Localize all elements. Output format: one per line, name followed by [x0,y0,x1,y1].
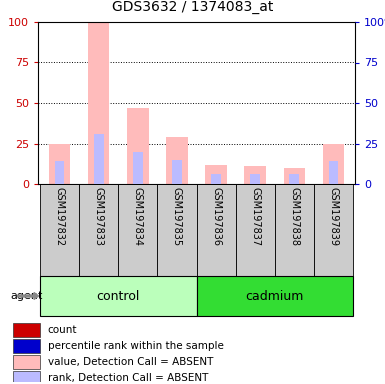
Bar [118,184,157,276]
Bar [88,22,109,184]
Bar [275,184,314,276]
Text: value, Detection Call = ABSENT: value, Detection Call = ABSENT [48,357,213,367]
Text: cadmium: cadmium [246,290,304,303]
Bar [290,174,299,184]
Bar [172,160,182,184]
Bar [40,276,196,316]
Text: GSM197836: GSM197836 [211,187,221,246]
Text: percentile rank within the sample: percentile rank within the sample [48,341,224,351]
Bar [196,184,236,276]
Text: count: count [48,325,77,335]
Bar [329,161,338,184]
Bar [211,174,221,184]
Bar [166,137,188,184]
Text: control: control [97,290,140,303]
Bar [55,161,64,184]
Bar [133,152,142,184]
Bar [157,184,196,276]
Bar [236,184,275,276]
Bar [94,134,104,184]
Bar [79,184,118,276]
Bar [13,355,40,369]
Text: rank, Detection Call = ABSENT: rank, Detection Call = ABSENT [48,372,208,382]
Text: GDS3632 / 1374083_at: GDS3632 / 1374083_at [112,0,273,14]
Text: GSM197837: GSM197837 [250,187,260,246]
Text: GSM197833: GSM197833 [94,187,104,246]
Bar [323,144,344,184]
Bar [127,108,149,184]
Bar [13,371,40,384]
Bar [13,323,40,337]
Text: GSM197839: GSM197839 [328,187,338,246]
Text: GSM197832: GSM197832 [55,187,65,246]
Text: agent: agent [10,291,42,301]
Text: GSM197838: GSM197838 [290,187,300,246]
Bar [250,174,260,184]
Bar [205,165,227,184]
Text: GSM197835: GSM197835 [172,187,182,246]
Bar [196,276,353,316]
Bar [49,144,70,184]
Bar [314,184,353,276]
Bar [284,168,305,184]
Bar [244,166,266,184]
Text: GSM197834: GSM197834 [133,187,143,246]
Bar [13,339,40,353]
Bar [40,184,79,276]
